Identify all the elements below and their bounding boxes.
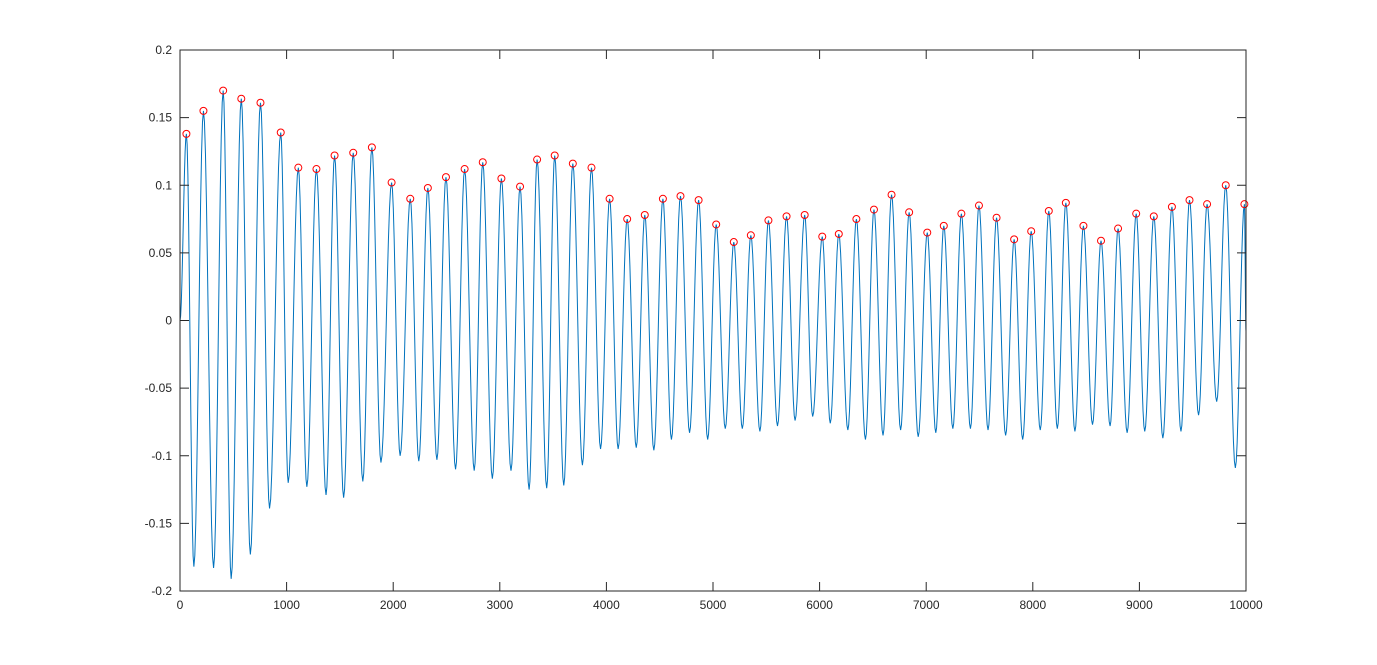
x-tick-label: 0 xyxy=(177,598,184,612)
y-tick-label: -0.15 xyxy=(145,516,173,530)
peak-marker xyxy=(294,163,303,172)
peak-marker xyxy=(349,148,358,157)
x-tick-label: 6000 xyxy=(806,598,833,612)
peak-marker xyxy=(182,129,191,138)
x-tick-label: 9000 xyxy=(1126,598,1153,612)
x-axis-ticks: 0 1000 2000 3000 4000 5000 6000 7000 8000 9000 100… xyxy=(177,50,1263,612)
peak-marker xyxy=(869,205,878,214)
peak-marker xyxy=(729,238,738,247)
signal-layer xyxy=(179,90,1247,579)
peak-marker xyxy=(387,178,396,187)
peak-marker xyxy=(676,192,685,201)
peak-marker xyxy=(441,173,450,182)
peak-marker xyxy=(1221,181,1230,190)
peak-marker xyxy=(957,209,966,218)
peak-marker xyxy=(1061,198,1070,207)
y-tick-label: 0.2 xyxy=(155,43,172,57)
peak-marker xyxy=(974,201,983,210)
peak-marker xyxy=(1132,209,1141,218)
peak-marker xyxy=(992,213,1001,222)
peak-marker xyxy=(1027,227,1036,236)
y-tick-label: 0.05 xyxy=(149,246,173,260)
y-tick-label: -0.05 xyxy=(145,381,173,395)
peak-marker xyxy=(423,183,432,192)
peak-marker xyxy=(1149,212,1158,221)
peak-marker xyxy=(1079,221,1088,230)
x-tick-label: 2000 xyxy=(380,598,407,612)
peak-marker xyxy=(256,98,265,107)
peak-marker xyxy=(694,196,703,205)
peak-marker xyxy=(818,232,827,241)
peak-marker xyxy=(587,163,596,172)
peak-marker xyxy=(312,165,321,174)
peak-marker xyxy=(1167,202,1176,211)
peak-marker xyxy=(834,229,843,238)
x-tick-label: 7000 xyxy=(913,598,940,612)
peak-marker xyxy=(533,155,542,164)
peak-marker xyxy=(219,86,228,95)
peak-marker xyxy=(658,194,667,203)
peak-marker xyxy=(497,174,506,183)
y-axis-ticks: -0.2 -0.15 -0.1 -0.05 0 0.05 0.1 0.15 0.2 xyxy=(145,43,1246,598)
peak-marker xyxy=(939,221,948,230)
peak-marker xyxy=(568,159,577,168)
peak-marker xyxy=(746,231,755,240)
y-tick-label: 0.1 xyxy=(155,178,172,192)
peak-marker xyxy=(237,94,246,103)
peak-marker xyxy=(905,208,914,217)
peak-marker xyxy=(1114,224,1123,233)
x-tick-label: 10000 xyxy=(1229,598,1263,612)
peak-marker xyxy=(712,220,721,229)
peak-marker xyxy=(367,143,376,152)
peak-marker xyxy=(1185,196,1194,205)
signal-line xyxy=(179,90,1247,579)
peak-marker xyxy=(605,194,614,203)
peak-marker xyxy=(516,182,525,191)
x-tick-label: 3000 xyxy=(486,598,513,612)
peak-marker xyxy=(199,106,208,115)
x-tick-label: 4000 xyxy=(593,598,620,612)
peak-marker xyxy=(800,211,809,219)
peak-marker xyxy=(406,194,415,203)
x-tick-label: 5000 xyxy=(700,598,727,612)
peak-marker xyxy=(460,165,469,174)
peak-marker xyxy=(887,190,896,199)
peak-marker xyxy=(623,215,632,224)
peak-marker xyxy=(1010,235,1019,244)
peak-marker xyxy=(640,211,649,219)
peak-marker xyxy=(923,228,932,237)
peak-marker xyxy=(1203,200,1212,209)
y-tick-label: -0.2 xyxy=(151,584,172,598)
y-tick-label: 0.15 xyxy=(149,111,173,125)
peak-marker xyxy=(550,151,559,160)
peak-marker xyxy=(782,212,791,221)
x-tick-label: 1000 xyxy=(273,598,300,612)
peak-marker xyxy=(1240,200,1249,209)
peak-marker xyxy=(276,128,285,137)
peak-marker xyxy=(478,158,487,167)
peak-marker xyxy=(330,151,339,160)
peak-marker xyxy=(852,215,861,224)
plot-area xyxy=(180,50,1246,591)
y-tick-label: -0.1 xyxy=(151,449,172,463)
y-tick-label: 0 xyxy=(165,314,172,328)
x-tick-label: 8000 xyxy=(1019,598,1046,612)
peak-marker xyxy=(764,216,773,225)
peak-markers xyxy=(182,86,1249,247)
peak-marker xyxy=(1044,206,1053,215)
peak-marker xyxy=(1097,236,1106,245)
